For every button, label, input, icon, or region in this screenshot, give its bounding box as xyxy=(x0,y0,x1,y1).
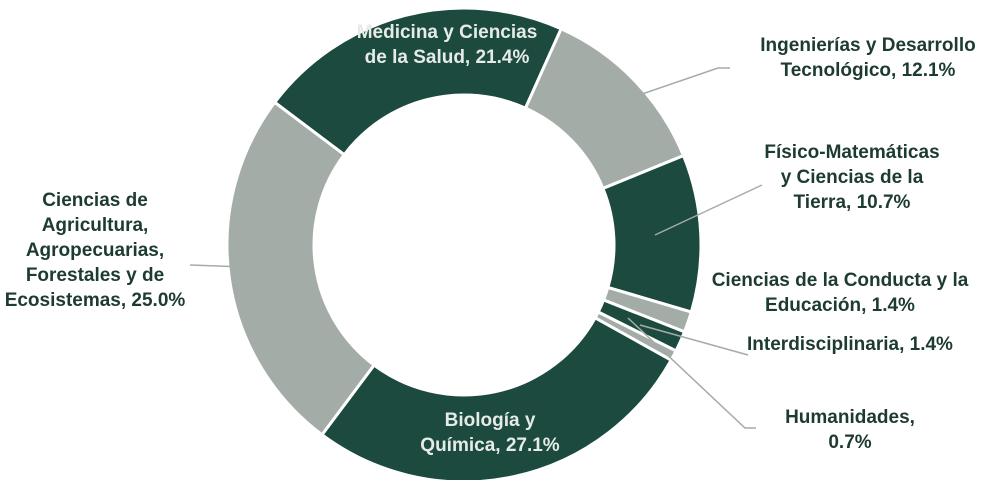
slice-label: Ciencias de la Conducta y la Educación, … xyxy=(711,270,969,316)
slice-label: Biología y Química, 27.1% xyxy=(420,410,560,456)
slice-label: Físico-Matemáticas y Ciencias de la Tier… xyxy=(764,142,940,213)
slice-label: Ciencias de Agricultura, Agropecuarias, … xyxy=(4,190,186,311)
leader-line xyxy=(627,317,756,429)
slice xyxy=(319,315,674,480)
slice-label: Medicina y Ciencias de la Salud, 21.4% xyxy=(356,22,538,68)
leader-line xyxy=(189,264,273,269)
slice-label: Ingenierías y Desarrollo Tecnológico, 12… xyxy=(760,35,976,81)
slice xyxy=(225,100,377,437)
leader-line xyxy=(654,184,763,236)
leader-line xyxy=(639,324,749,356)
slice-label: Interdisciplinaria, 1.4% xyxy=(747,334,953,355)
leader-line xyxy=(609,67,730,106)
slice xyxy=(272,6,564,157)
slice-label: Humanidades, 0.7% xyxy=(785,407,915,453)
